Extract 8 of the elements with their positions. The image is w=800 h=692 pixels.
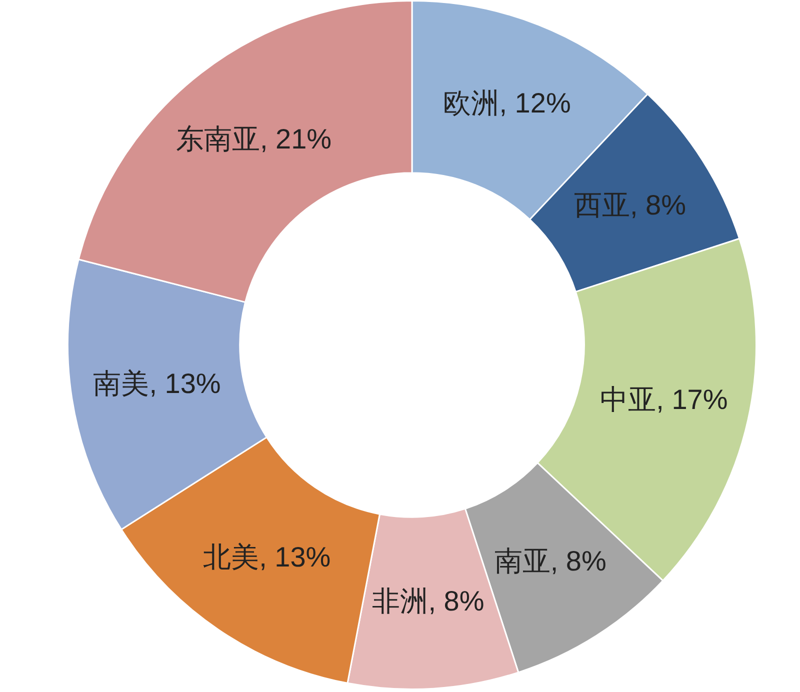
slice-label: 南亚, 8% bbox=[494, 546, 606, 577]
slice-label: 西亚, 8% bbox=[574, 189, 686, 220]
slice-label: 欧洲, 12% bbox=[443, 88, 571, 119]
slice-label: 南美, 13% bbox=[93, 368, 221, 400]
slice-label: 东南亚, 21% bbox=[176, 124, 332, 155]
slice-label: 非洲, 8% bbox=[372, 585, 484, 616]
slice-label: 中亚, 17% bbox=[600, 384, 728, 416]
slice-label: 北美, 13% bbox=[203, 541, 331, 572]
